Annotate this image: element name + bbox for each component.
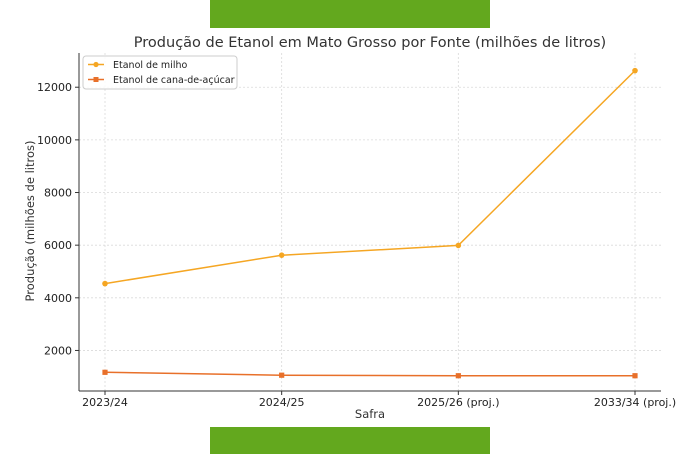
legend-marker-milho: [93, 61, 99, 68]
data-point-cana: [279, 372, 285, 378]
data-point-cana: [102, 369, 108, 375]
data-point-milho: [455, 242, 462, 249]
legend-label-cana: Etanol de cana-de-açúcar: [113, 75, 235, 86]
data-point-milho: [102, 280, 108, 287]
y-tick-label: 2000: [44, 344, 72, 357]
data-point-milho: [632, 67, 638, 74]
x-tick-label: 2033/34 (proj.): [594, 396, 676, 409]
chart-title: Produção de Etanol em Mato Grosso por Fo…: [134, 35, 606, 51]
x-axis-label: Safra: [355, 407, 385, 421]
y-tick-label: 8000: [44, 187, 72, 200]
data-point-milho: [278, 252, 285, 258]
x-tick-label: 2024/25: [259, 396, 305, 409]
series-line-1: [104, 371, 635, 377]
legend-box: [82, 55, 238, 90]
y-tick-label: 6000: [44, 239, 72, 252]
y-tick-label: 4000: [44, 292, 72, 305]
y-tick-label: 12000: [37, 81, 72, 94]
data-point-cana: [632, 373, 638, 379]
x-tick-label: 2023/24: [82, 396, 128, 409]
legend-marker-cana: [93, 77, 99, 82]
axes: [75, 53, 661, 395]
series-lines: [102, 67, 638, 379]
legend: Etanol de milho Etanol de cana-de-açúcar: [82, 55, 238, 90]
y-tick-label: 10000: [37, 134, 72, 147]
y-axis-label: Produção (milhões de litros): [23, 141, 37, 302]
bottom-accent-band: [210, 427, 490, 454]
x-tick-labels: 2023/24 2024/25 2025/26 (proj.) 2033/34 (pr…: [82, 396, 676, 409]
grid-lines: [79, 53, 661, 391]
legend-label-milho: Etanol de milho: [113, 60, 187, 71]
top-accent-band: [210, 0, 490, 28]
data-point-cana: [455, 373, 461, 379]
y-tick-labels: 2000 4000 6000 8000 10000 12000: [37, 81, 72, 357]
series-line-0: [104, 70, 636, 285]
x-tick-label: 2025/26 (proj.): [417, 396, 499, 409]
